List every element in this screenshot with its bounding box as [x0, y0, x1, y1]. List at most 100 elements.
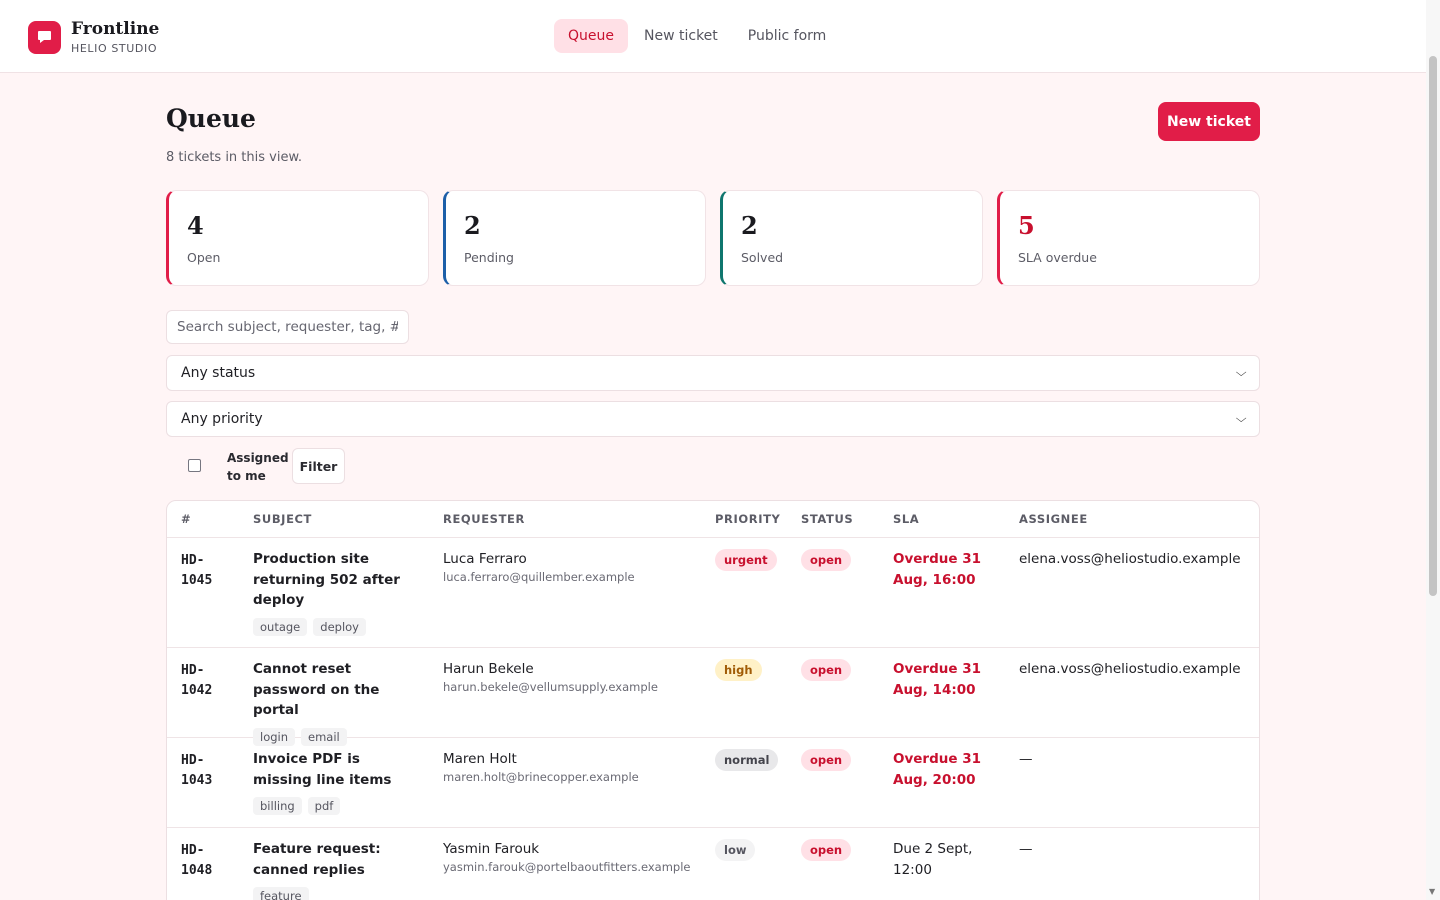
requester-name: Luca Ferraro [443, 551, 527, 567]
workspace-name: HELIO STUDIO [71, 42, 158, 55]
column-header-id[interactable]: # [181, 512, 192, 526]
ticket-subject[interactable]: Feature request: canned replies [253, 841, 381, 878]
priority-badge: urgent [715, 549, 777, 571]
status-cell: open [801, 749, 852, 771]
ticket-tags: outage deploy [253, 617, 423, 636]
requester-email: harun.bekele@vellumsupply.example [443, 680, 658, 694]
page-scrollbar[interactable]: ▼ [1426, 0, 1440, 900]
main-nav: Queue New ticket Public form [554, 19, 840, 53]
stat-value: 4 [187, 211, 204, 240]
priority-cell: high [715, 659, 762, 681]
table-row[interactable]: HD-1048 Feature request: canned replies … [167, 828, 1259, 900]
table-row[interactable]: HD-1045 Production site returning 502 af… [167, 538, 1259, 648]
requester-email: yasmin.farouk@portelbaoutfitters.example [443, 860, 691, 874]
requester-cell: Harun Bekele harun.bekele@vellumsupply.e… [443, 659, 703, 694]
assignee: elena.voss@heliostudio.example [1019, 551, 1241, 567]
ticket-tags: login email [253, 727, 423, 746]
ticket-subject-cell: Production site returning 502 after depl… [253, 549, 423, 636]
requester-cell: Maren Holt maren.holt@brinecopper.exampl… [443, 749, 703, 784]
new-ticket-button[interactable]: New ticket [1158, 102, 1260, 141]
status-select[interactable]: Any status ⌵ [166, 355, 1260, 391]
ticket-subject[interactable]: Invoice PDF is missing line items [253, 751, 392, 788]
tag[interactable]: email [301, 727, 347, 746]
stat-value: 2 [464, 211, 481, 240]
stat-label: Pending [464, 250, 514, 265]
tag[interactable]: feature [253, 887, 309, 900]
assigned-to-me-checkbox[interactable] [188, 459, 201, 472]
priority-select[interactable]: Any priority ⌵ [166, 401, 1260, 437]
assignee: — [1019, 841, 1033, 857]
column-header-status[interactable]: STATUS [801, 512, 854, 526]
brand[interactable]: Frontline HELIO STUDIO [28, 19, 159, 55]
status-select-value: Any status [181, 365, 256, 381]
priority-select-value: Any priority [181, 411, 263, 427]
stat-value: 2 [741, 211, 758, 240]
tab-queue[interactable]: Queue [554, 19, 628, 53]
requester-cell: Luca Ferraro luca.ferraro@quillember.exa… [443, 549, 703, 584]
stat-card-sla-overdue[interactable]: 5 SLA overdue [997, 190, 1260, 286]
chevron-down-icon: ⌵ [1235, 366, 1247, 379]
priority-cell: low [715, 839, 756, 861]
stat-value: 5 [1018, 211, 1035, 240]
chevron-down-icon: ⌵ [1235, 412, 1247, 425]
requester-name: Harun Bekele [443, 661, 534, 677]
filter-button[interactable]: Filter [292, 448, 345, 484]
ticket-id: HD-1042 [181, 663, 213, 698]
table-row[interactable]: HD-1042 Cannot reset password on the por… [167, 648, 1259, 746]
status-badge: open [801, 549, 852, 571]
sla-value: Overdue 31 Aug, 16:00 [893, 551, 982, 588]
tag[interactable]: pdf [307, 797, 341, 815]
column-header-sla[interactable]: SLA [893, 512, 920, 526]
tag[interactable]: outage [253, 617, 308, 636]
ticket-tags: billing pdf [253, 797, 423, 815]
status-cell: open [801, 839, 852, 861]
requester-name: Maren Holt [443, 751, 517, 767]
stat-label: Solved [741, 250, 784, 265]
tab-new-ticket[interactable]: New ticket [644, 28, 718, 44]
column-header-priority[interactable]: PRIORITY [715, 512, 781, 526]
sla-value: Overdue 31 Aug, 14:00 [893, 661, 982, 698]
column-header-assignee[interactable]: ASSIGNEE [1019, 512, 1088, 526]
requester-name: Yasmin Farouk [443, 841, 540, 857]
ticket-count: 8 tickets in this view. [166, 150, 303, 165]
page-title: Queue [166, 104, 256, 133]
requester-email: luca.ferraro@quillember.example [443, 570, 635, 584]
table-row[interactable]: HD-1043 Invoice PDF is missing line item… [167, 738, 1259, 828]
tag[interactable]: deploy [313, 617, 366, 636]
priority-badge: normal [715, 749, 779, 771]
tag[interactable]: billing [253, 797, 302, 815]
scrollbar-thumb[interactable] [1429, 56, 1437, 596]
table-header: # SUBJECT REQUESTER PRIORITY STATUS SLA … [167, 501, 1259, 538]
assignee: — [1019, 751, 1033, 767]
stats-row: 4 Open 2 Pending 2 Solved 5 SLA overdue [166, 190, 1260, 286]
stat-card-solved[interactable]: 2 Solved [720, 190, 983, 286]
column-header-requester[interactable]: REQUESTER [443, 512, 525, 526]
tag[interactable]: login [253, 727, 296, 746]
chat-bubble-icon [28, 20, 61, 54]
ticket-table: # SUBJECT REQUESTER PRIORITY STATUS SLA … [166, 500, 1260, 900]
ticket-tags: feature [253, 887, 423, 900]
status-cell: open [801, 549, 852, 571]
stat-card-pending[interactable]: 2 Pending [443, 190, 706, 286]
priority-badge: high [715, 659, 762, 681]
top-bar: Frontline HELIO STUDIO Queue New ticket … [0, 0, 1426, 73]
ticket-subject[interactable]: Cannot reset password on the portal [253, 661, 380, 718]
priority-cell: urgent [715, 549, 777, 571]
scroll-down-icon[interactable]: ▼ [1429, 887, 1436, 896]
sla-value: Due 2 Sept, 12:00 [893, 841, 973, 878]
search-input[interactable] [166, 310, 409, 344]
ticket-subject-cell: Cannot reset password on the portal logi… [253, 659, 423, 746]
ticket-subject[interactable]: Production site returning 502 after depl… [253, 551, 400, 608]
priority-cell: normal [715, 749, 779, 771]
ticket-id: HD-1048 [181, 843, 213, 878]
requester-cell: Yasmin Farouk yasmin.farouk@portelbaoutf… [443, 839, 703, 874]
ticket-id: HD-1043 [181, 753, 213, 788]
assigned-to-me-label[interactable]: Assigned to me [227, 451, 289, 483]
requester-email: maren.holt@brinecopper.example [443, 770, 639, 784]
ticket-id: HD-1045 [181, 553, 213, 588]
stat-card-open[interactable]: 4 Open [166, 190, 429, 286]
ticket-subject-cell: Invoice PDF is missing line items billin… [253, 749, 423, 815]
column-header-subject[interactable]: SUBJECT [253, 512, 313, 526]
app-name: Frontline [71, 19, 160, 39]
tab-public-form[interactable]: Public form [747, 28, 827, 44]
